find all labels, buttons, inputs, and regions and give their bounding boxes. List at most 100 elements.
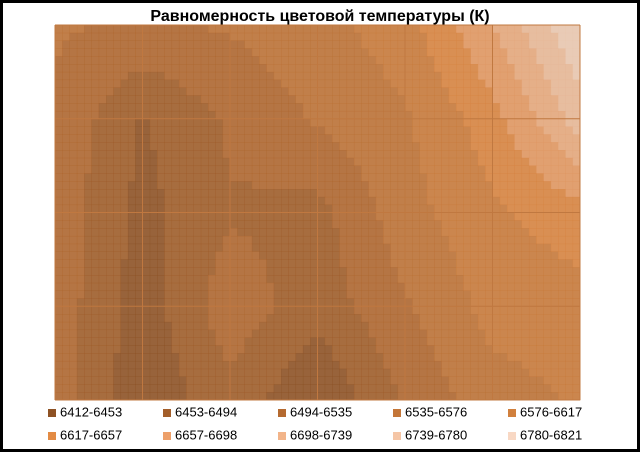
contour-cell (295, 32, 304, 42)
contour-cell (237, 321, 245, 331)
contour-cell (558, 103, 566, 112)
contour-cell (528, 134, 537, 143)
contour-cell (528, 150, 537, 159)
contour-cell (230, 165, 238, 174)
contour-cell (434, 173, 442, 182)
contour-cell (456, 228, 464, 237)
contour-cell (222, 165, 231, 174)
contour-cell (419, 353, 428, 362)
contour-cell (543, 64, 552, 73)
contour-cell (397, 56, 406, 65)
contour-cell (215, 376, 224, 385)
contour-cell (565, 79, 574, 88)
contour-cell (332, 95, 340, 104)
contour-cell (84, 25, 92, 34)
contour-cell (69, 56, 78, 65)
contour-cell (106, 228, 114, 237)
contour-cell (237, 142, 245, 151)
contour-cell (178, 157, 187, 167)
contour-cell (55, 79, 63, 88)
contour-cell (127, 165, 136, 174)
contour-cell (251, 212, 260, 221)
contour-cell (310, 282, 318, 292)
contour-cell (492, 243, 501, 252)
contour-cell (317, 150, 326, 159)
contour-cell (266, 56, 275, 65)
contour-cell (499, 48, 508, 57)
contour-cell (55, 103, 63, 112)
contour-cell (507, 157, 515, 167)
contour-cell (346, 165, 355, 174)
contour-cell (244, 71, 253, 81)
contour-cell (332, 376, 340, 385)
contour-cell (456, 87, 464, 96)
contour-cell (470, 79, 479, 88)
contour-cell (266, 228, 275, 237)
contour-cell (441, 384, 450, 393)
contour-cell (157, 150, 165, 159)
contour-cell (375, 40, 384, 49)
contour-cell (565, 251, 574, 260)
contour-cell (149, 87, 158, 96)
contour-cell (244, 353, 253, 362)
contour-cell (456, 392, 464, 401)
contour-cell (507, 134, 515, 143)
contour-cell (171, 243, 180, 252)
contour-cell (178, 212, 187, 221)
contour-cell (127, 64, 136, 73)
contour-cell (259, 48, 267, 57)
contour-cell (62, 259, 70, 268)
contour-cell (84, 189, 92, 198)
contour-cell (317, 71, 326, 81)
contour-cell (266, 79, 275, 88)
contour-cell (149, 150, 158, 159)
contour-cell (266, 204, 275, 213)
contour-cell (244, 157, 253, 167)
contour-cell (456, 243, 464, 252)
contour-cell (288, 243, 297, 252)
contour-cell (215, 189, 224, 198)
contour-cell (149, 220, 158, 229)
contour-cell (164, 181, 173, 190)
contour-cell (405, 48, 413, 57)
contour-cell (98, 329, 107, 338)
contour-cell (507, 282, 515, 292)
contour-cell (397, 275, 406, 284)
contour-cell (470, 56, 479, 65)
contour-cell (412, 228, 420, 237)
contour-cell (288, 329, 297, 338)
contour-cell (368, 150, 377, 159)
contour-cell (528, 56, 537, 65)
contour-cell (69, 314, 78, 323)
contour-cell (572, 259, 581, 268)
contour-cell (397, 95, 406, 104)
contour-cell (397, 392, 406, 401)
contour-cell (507, 189, 515, 198)
contour-cell (230, 64, 238, 73)
contour-cell (565, 64, 574, 73)
contour-cell (120, 251, 129, 260)
contour-cell (149, 329, 158, 338)
contour-cell (120, 150, 129, 159)
contour-cell (149, 40, 158, 49)
contour-cell (324, 282, 333, 292)
contour-cell (295, 134, 304, 143)
contour-cell (106, 126, 114, 135)
contour-cell (200, 368, 209, 377)
contour-cell (390, 321, 399, 331)
contour-cell (55, 368, 63, 377)
contour-cell (565, 87, 574, 96)
contour-cell (397, 384, 406, 393)
contour-cell (368, 368, 377, 377)
contour-cell (536, 173, 544, 182)
contour-cell (448, 32, 457, 42)
contour-cell (98, 110, 107, 120)
contour-cell (244, 235, 253, 245)
contour-cell (208, 142, 216, 151)
contour-cell (113, 157, 122, 167)
contour-cell (528, 64, 537, 73)
contour-cell (127, 56, 136, 65)
contour-cell (288, 204, 297, 213)
contour-cell (62, 173, 70, 182)
contour-cell (317, 56, 326, 65)
